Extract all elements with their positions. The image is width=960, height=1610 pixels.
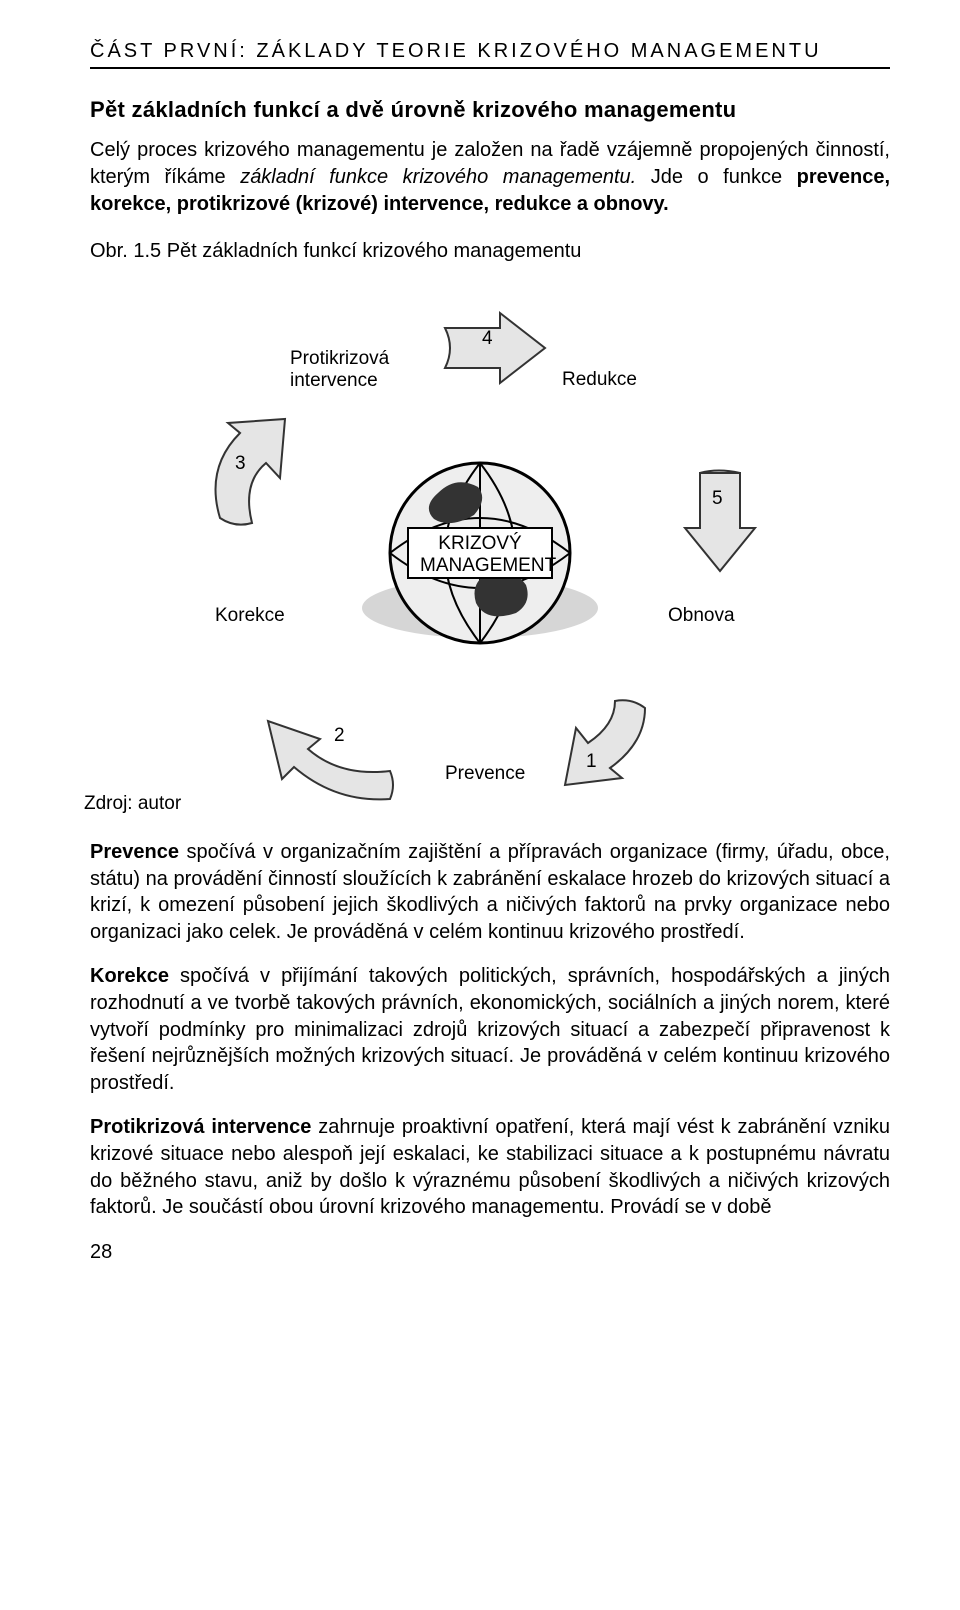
p2-rest: spočívá v přijímání takových politických… <box>90 965 890 1093</box>
arrow-1 <box>565 700 645 785</box>
label-prevence: Prevence <box>445 763 525 785</box>
p3-bold: Protikrizová intervence <box>90 1116 311 1138</box>
label-intervence-l1: Protikrizová <box>290 348 389 369</box>
label-center: KRIZOVÝ MANAGEMENT <box>420 533 540 577</box>
p2-bold: Korekce <box>90 965 169 987</box>
paragraph-intervence: Protikrizová intervence zahrnuje proakti… <box>90 1114 890 1220</box>
arrow-4 <box>445 313 545 383</box>
label-korekce: Korekce <box>215 605 285 627</box>
number-3: 3 <box>235 453 246 475</box>
label-obnova: Obnova <box>668 605 735 627</box>
label-intervence-l2: intervence <box>290 370 378 391</box>
paragraph-korekce: Korekce spočívá v přijímání takových pol… <box>90 963 890 1096</box>
intro-italic: základní funkce krizového managementu. <box>240 166 636 188</box>
figure-caption: Obr. 1.5 Pět základních funkcí krizového… <box>90 240 890 263</box>
paragraph-prevence: Prevence spočívá v organizačním zajištěn… <box>90 839 890 945</box>
section-header-text: ČÁST PRVNÍ: ZÁKLADY TEORIE KRIZOVÉHO MAN… <box>90 40 822 62</box>
label-intervence: Protikrizová intervence <box>290 348 389 392</box>
arrow-2 <box>268 721 393 799</box>
arrow-5 <box>685 471 755 572</box>
section-header: ČÁST PRVNÍ: ZÁKLADY TEORIE KRIZOVÉHO MAN… <box>90 40 890 69</box>
intro-mid: Jde o funkce <box>636 166 796 188</box>
p1-rest: spočívá v organizačním zajištění a přípr… <box>90 841 890 943</box>
p1-bold: Prevence <box>90 841 179 863</box>
page-number: 28 <box>90 1241 890 1264</box>
cycle-diagram: Protikrizová intervence 4 Redukce 3 5 KR… <box>90 273 890 833</box>
number-5: 5 <box>712 488 723 510</box>
number-4: 4 <box>482 328 493 350</box>
number-1: 1 <box>586 751 597 773</box>
sub-heading: Pět základních funkcí a dvě úrovně krizo… <box>90 97 890 123</box>
label-center-l2: MANAGEMENT <box>420 555 556 576</box>
number-2: 2 <box>334 725 345 747</box>
label-redukce: Redukce <box>562 369 637 391</box>
label-center-l1: KRIZOVÝ <box>438 533 521 554</box>
source-label: Zdroj: autor <box>84 793 181 815</box>
arrow-3 <box>216 419 286 525</box>
intro-paragraph: Celý proces krizového managementu je zal… <box>90 137 890 218</box>
